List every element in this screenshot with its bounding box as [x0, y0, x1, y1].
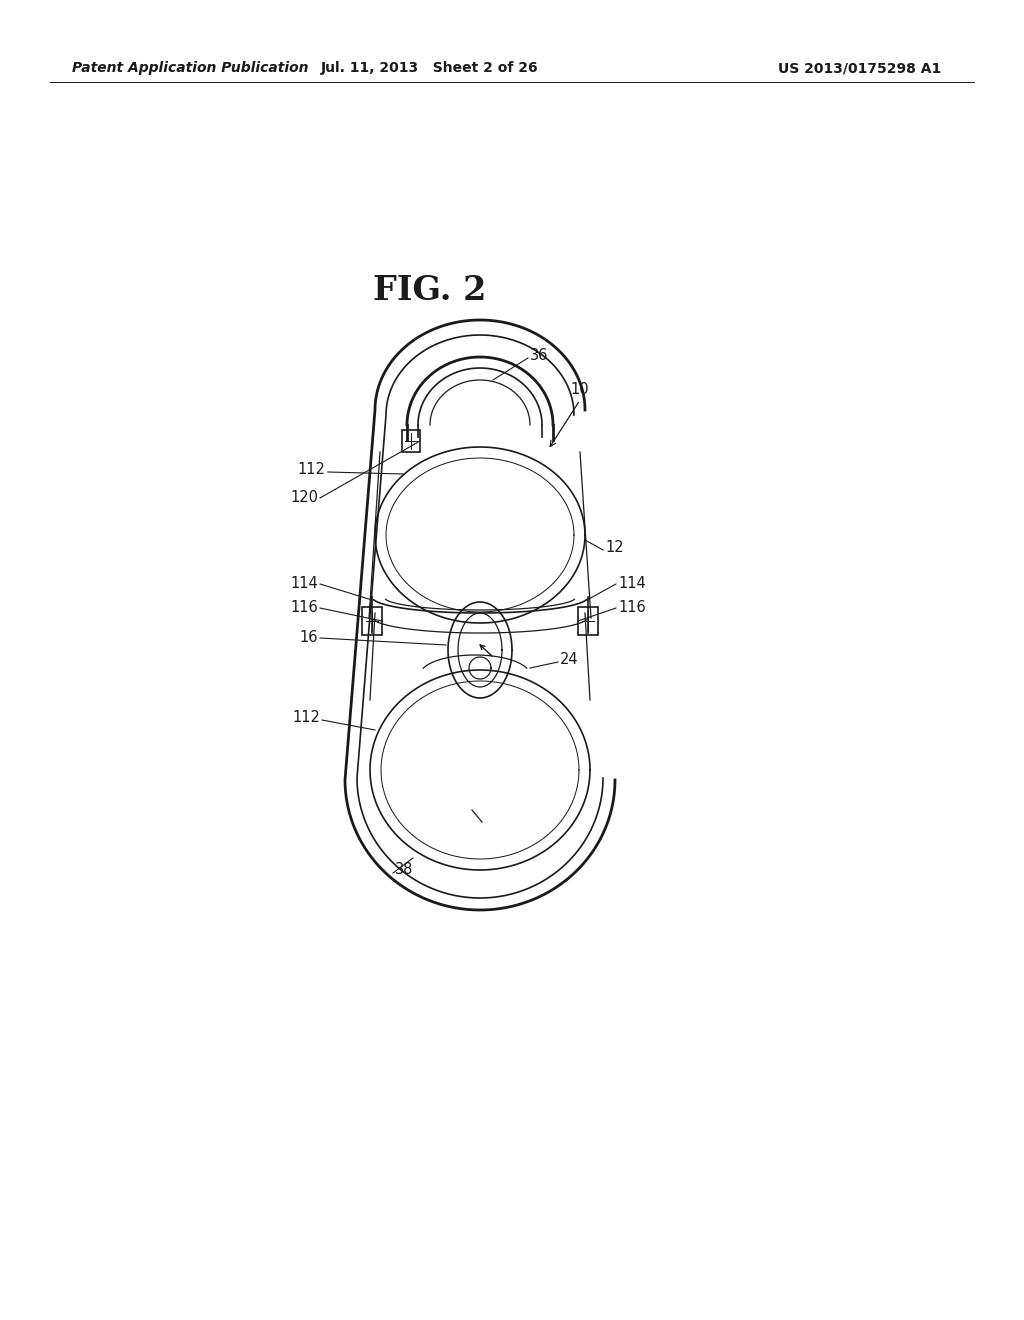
- Text: 114: 114: [618, 577, 646, 591]
- Text: 116: 116: [618, 601, 646, 615]
- Text: 12: 12: [605, 540, 624, 556]
- Text: 38: 38: [395, 862, 414, 878]
- Text: 36: 36: [530, 347, 549, 363]
- Text: Patent Application Publication: Patent Application Publication: [72, 61, 308, 75]
- Text: 114: 114: [290, 577, 318, 591]
- FancyBboxPatch shape: [402, 430, 420, 451]
- Text: Jul. 11, 2013   Sheet 2 of 26: Jul. 11, 2013 Sheet 2 of 26: [322, 61, 539, 75]
- Text: FIG. 2: FIG. 2: [374, 273, 486, 306]
- Text: 16: 16: [299, 631, 318, 645]
- Text: 120: 120: [290, 491, 318, 506]
- FancyBboxPatch shape: [578, 607, 598, 635]
- Text: 112: 112: [292, 710, 319, 726]
- Text: 24: 24: [560, 652, 579, 668]
- FancyBboxPatch shape: [362, 607, 382, 635]
- Text: 112: 112: [297, 462, 325, 478]
- Text: US 2013/0175298 A1: US 2013/0175298 A1: [778, 61, 942, 75]
- Text: 10: 10: [570, 383, 589, 397]
- Text: 116: 116: [290, 601, 318, 615]
